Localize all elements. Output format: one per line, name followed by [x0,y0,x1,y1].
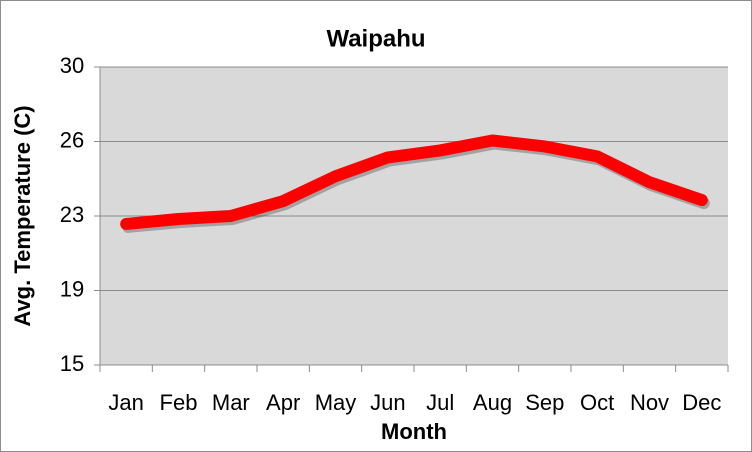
x-axis-title: Month [381,419,447,444]
chart-title: Waipahu [326,25,425,52]
x-tick-label: Oct [580,390,614,415]
y-axis-title: Avg. Temperature (C) [10,105,35,326]
y-tick-label: 19 [60,276,84,301]
y-tick-label: 30 [60,53,84,78]
x-tick-label: Sep [525,390,564,415]
y-tick-label: 23 [60,202,84,227]
x-tick-label: Jul [426,390,454,415]
x-tick-label: Feb [160,390,198,415]
x-tick-label: Jun [370,390,405,415]
x-tick-label: Dec [682,390,721,415]
line-series [120,134,708,230]
x-tick-label: Jan [108,390,143,415]
y-tick-label: 26 [60,127,84,152]
x-tick-label: May [315,390,357,415]
x-tick-label: Nov [630,390,669,415]
x-tick-label: Apr [266,390,300,415]
x-tick-label: Aug [473,390,512,415]
x-tick-label: Mar [212,390,250,415]
y-tick-label: 15 [60,351,84,376]
